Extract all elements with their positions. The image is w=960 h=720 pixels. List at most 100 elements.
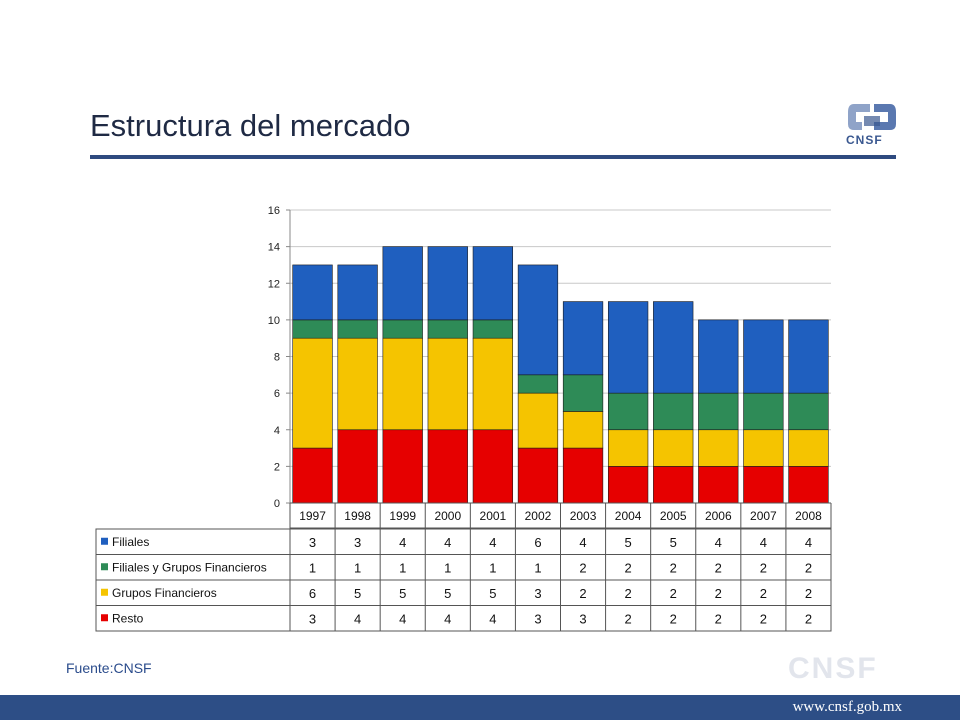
- table-cell: 4: [444, 535, 451, 550]
- legend-swatch: [101, 588, 108, 596]
- bar-segment: [382, 337, 423, 431]
- y-tick-label: 14: [268, 242, 280, 254]
- legend-label: Filiales y Grupos Financieros: [112, 560, 267, 574]
- x-tick-label: 2008: [795, 509, 822, 523]
- x-tick-label: 1998: [344, 509, 371, 523]
- x-tick-label: 1999: [389, 509, 416, 523]
- table-cell: 2: [715, 611, 722, 626]
- bar-segment: [698, 429, 739, 467]
- table-cell: 3: [354, 535, 361, 550]
- bar-segment: [382, 429, 423, 504]
- table-cell: 1: [489, 560, 496, 575]
- table-cell: 5: [354, 586, 361, 601]
- table-cell: 2: [760, 560, 767, 575]
- table-cell: 4: [760, 535, 767, 550]
- bar-segment: [382, 246, 423, 321]
- x-tick-label: 2004: [615, 509, 642, 523]
- table-cell: 5: [625, 535, 632, 550]
- bar-segment: [653, 429, 694, 467]
- slide-title: Estructura del mercado: [90, 108, 411, 143]
- bar-segment: [607, 392, 649, 431]
- legend-label: Resto: [112, 611, 144, 625]
- bar-segment: [653, 466, 694, 504]
- bar-segment: [562, 447, 604, 504]
- bar-segment: [337, 429, 378, 504]
- table-cell: 2: [670, 560, 677, 575]
- table-cell: 2: [805, 611, 812, 626]
- table-cell: 6: [309, 586, 316, 601]
- bar-segment: [653, 392, 694, 431]
- bar-segment: [698, 392, 739, 431]
- legend-label: Grupos Financieros: [112, 586, 217, 600]
- y-tick-label: 12: [268, 278, 280, 290]
- table-cell: 4: [579, 535, 586, 550]
- bar-segment: [788, 429, 829, 467]
- bar-segment: [337, 264, 378, 321]
- bar-segment: [562, 301, 604, 376]
- table-cell: 2: [760, 611, 767, 626]
- table-cell: 1: [354, 560, 361, 575]
- table-cell: 3: [309, 535, 316, 550]
- table-cell: 4: [354, 611, 361, 626]
- bar-segment: [517, 264, 559, 376]
- bar-segment: [562, 411, 604, 449]
- bar-segment: [337, 319, 378, 339]
- y-tick-label: 4: [274, 425, 280, 437]
- website-url: www.cnsf.gob.mx: [792, 699, 902, 715]
- table-cell: 2: [625, 560, 632, 575]
- bar-segment: [427, 319, 468, 339]
- bar-segment: [427, 429, 468, 504]
- bar-segment: [427, 246, 468, 321]
- bar-segment: [427, 337, 468, 431]
- table-cell: 4: [489, 611, 496, 626]
- bar-segment: [607, 466, 649, 504]
- bar-segment: [743, 466, 784, 504]
- table-cell: 2: [715, 560, 722, 575]
- table-cell: 5: [399, 586, 406, 601]
- bar-segment: [292, 319, 333, 339]
- bar-segment: [472, 337, 514, 431]
- legend-swatch: [101, 614, 108, 622]
- bar-segment: [607, 301, 649, 394]
- bar-segment: [743, 392, 784, 431]
- legend-swatch: [101, 563, 108, 571]
- table-cell: 3: [579, 611, 586, 626]
- logo-text: CNSF: [846, 133, 883, 147]
- x-tick-label: 2006: [705, 509, 732, 523]
- x-tick-label: 2002: [525, 509, 552, 523]
- x-tick-label: 2003: [570, 509, 597, 523]
- table-cell: 1: [444, 560, 451, 575]
- table-cell: 4: [399, 535, 406, 550]
- bar-segment: [788, 466, 829, 504]
- legend-swatch: [101, 537, 108, 545]
- footer-bar: [0, 695, 960, 720]
- table-cell: 4: [805, 535, 812, 550]
- cnsf-logo-icon: [848, 104, 896, 130]
- y-tick-label: 10: [268, 315, 280, 327]
- bar-segment: [517, 392, 559, 449]
- x-tick-label: 2005: [660, 509, 687, 523]
- x-tick-label: 1997: [299, 509, 326, 523]
- bar-segment: [382, 319, 423, 339]
- x-tick-label: 2000: [434, 509, 461, 523]
- table-cell: 2: [805, 586, 812, 601]
- bar-segment: [698, 319, 739, 394]
- bar-segment: [292, 264, 333, 321]
- bar-segment: [788, 392, 829, 431]
- bar-segment: [517, 374, 559, 394]
- bar-segment: [292, 337, 333, 449]
- table-cell: 2: [579, 586, 586, 601]
- bar-segment: [607, 429, 649, 467]
- table-cell: 2: [625, 611, 632, 626]
- y-tick-label: 16: [268, 205, 280, 217]
- watermark-logo: CNSF: [788, 652, 878, 685]
- bar-segment: [743, 319, 784, 394]
- table-cell: 1: [309, 560, 316, 575]
- bar-segment: [472, 246, 514, 321]
- table-cell: 2: [805, 560, 812, 575]
- title-divider: [90, 155, 896, 159]
- table-cell: 4: [489, 535, 496, 550]
- table-cell: 4: [444, 611, 451, 626]
- table-cell: 3: [309, 611, 316, 626]
